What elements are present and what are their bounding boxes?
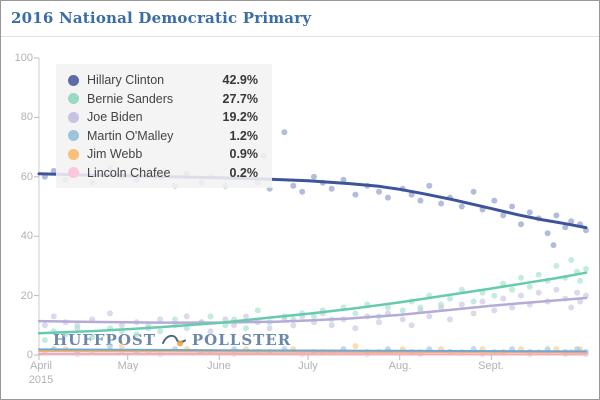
legend-value: 0.9%	[229, 147, 259, 162]
chafee-swatch-icon	[68, 167, 79, 179]
sanders-swatch-icon	[68, 93, 79, 105]
y-tick-label-60: 60	[20, 171, 33, 183]
omalley-swatch-icon	[68, 130, 79, 142]
legend-name: Bernie Sanders	[87, 91, 174, 106]
x-tick-label-june: June	[207, 360, 231, 372]
x-tick-label-may: May	[117, 360, 139, 372]
pollster-logo-icon	[161, 332, 187, 349]
x-tick-label-aug: Aug.	[388, 360, 412, 372]
y-tick-label-100: 100	[14, 52, 33, 64]
y-tick-label-40: 40	[20, 230, 33, 242]
legend-row-biden[interactable]: Joe Biden 19.2%	[56, 108, 272, 127]
legend-name: Martin O'Malley	[87, 128, 174, 143]
legend-value: 27.7%	[222, 91, 258, 106]
legend-name: Lincoln Chafee	[87, 165, 171, 180]
pollster-wordmark: POLLSTER	[191, 331, 292, 349]
y-tick-label-20: 20	[20, 290, 33, 302]
biden-swatch-icon	[68, 111, 79, 123]
legend-row-sanders[interactable]: Bernie Sanders 27.7%	[56, 90, 272, 109]
huffpost-wordmark: HUFFPOST	[53, 331, 156, 349]
x-tick-label-april: April	[29, 360, 52, 372]
legend-value: 1.2%	[229, 128, 259, 143]
legend-name: Joe Biden	[87, 110, 143, 125]
legend-row-chafee[interactable]: Lincoln Chafee 0.2%	[56, 164, 272, 183]
legend-value: 19.2%	[222, 110, 258, 125]
x-tick-label-july: July	[298, 360, 318, 372]
legend: Hillary Clinton 42.9% Bernie Sanders 27.…	[56, 64, 272, 188]
legend-row-omalley[interactable]: Martin O'Malley 1.2%	[56, 127, 272, 146]
header-divider	[1, 36, 599, 37]
webb-swatch-icon	[68, 148, 79, 160]
clinton-swatch-icon	[68, 74, 79, 86]
legend-row-webb[interactable]: Jim Webb 0.9%	[56, 145, 272, 164]
legend-value: 42.9%	[222, 73, 258, 88]
chart-title: 2016 National Democratic Primary	[11, 9, 312, 27]
x-tick-label-year: 2015	[28, 374, 54, 386]
legend-name: Hillary Clinton	[87, 73, 165, 88]
x-tick-label-sept: Sept.	[478, 360, 504, 372]
legend-name: Jim Webb	[87, 147, 143, 162]
legend-row-clinton[interactable]: Hillary Clinton 42.9%	[56, 71, 272, 90]
y-tick-label-80: 80	[20, 111, 33, 123]
legend-value: 0.2%	[229, 165, 259, 180]
huffpost-pollster-watermark[interactable]: HUFFPOST POLLSTER	[53, 331, 291, 349]
y-tick-label-0: 0	[26, 349, 33, 361]
